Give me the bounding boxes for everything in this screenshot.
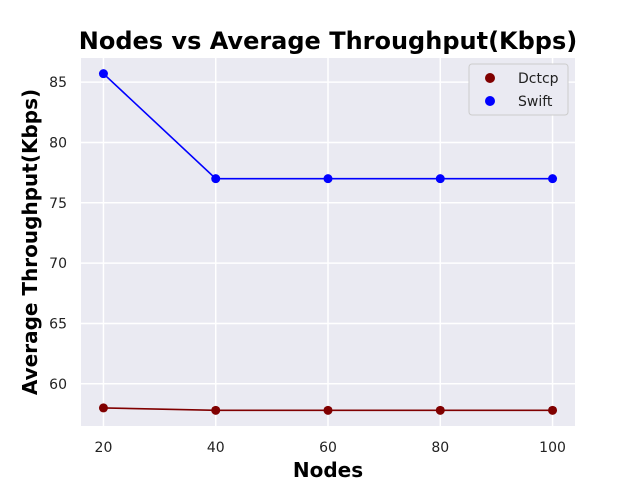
series-layer <box>98 69 558 415</box>
x-axis-label: Nodes <box>293 458 363 480</box>
x-tick-label: 80 <box>431 440 449 456</box>
data-point-swift <box>211 174 221 184</box>
chart-title: Nodes vs Average Throughput(Kbps) <box>79 27 578 55</box>
x-tick-label: 100 <box>539 440 566 456</box>
y-axis-label: Average Throughput(Kbps) <box>18 89 42 395</box>
data-point-dctcp <box>548 405 558 415</box>
x-tick-label: 60 <box>319 440 337 456</box>
legend: Dctcp Swift <box>468 63 569 116</box>
data-point-dctcp <box>435 405 445 415</box>
data-point-swift <box>435 174 445 184</box>
y-tick-label: 80 <box>49 135 67 151</box>
y-tick-label: 75 <box>49 196 67 212</box>
data-point-swift <box>98 69 108 79</box>
legend-label-swift: Swift <box>518 94 553 110</box>
data-point-swift <box>323 174 333 184</box>
y-tick-label: 85 <box>49 75 67 91</box>
x-tick-label: 20 <box>95 440 113 456</box>
legend-label-dctcp: Dctcp <box>518 71 559 87</box>
legend-marker-dctcp <box>485 73 495 83</box>
data-point-dctcp <box>323 405 333 415</box>
y-tick-label: 70 <box>49 256 67 272</box>
legend-marker-swift <box>485 96 495 106</box>
data-point-dctcp <box>211 405 221 415</box>
data-point-dctcp <box>98 403 108 413</box>
x-tick-label: 40 <box>207 440 225 456</box>
x-ticks: 20 40 60 80 100 <box>95 440 566 456</box>
y-ticks: 60 65 70 75 80 85 <box>49 75 67 393</box>
data-point-swift <box>548 174 558 184</box>
y-tick-label: 60 <box>49 377 67 393</box>
y-tick-label: 65 <box>49 316 67 332</box>
